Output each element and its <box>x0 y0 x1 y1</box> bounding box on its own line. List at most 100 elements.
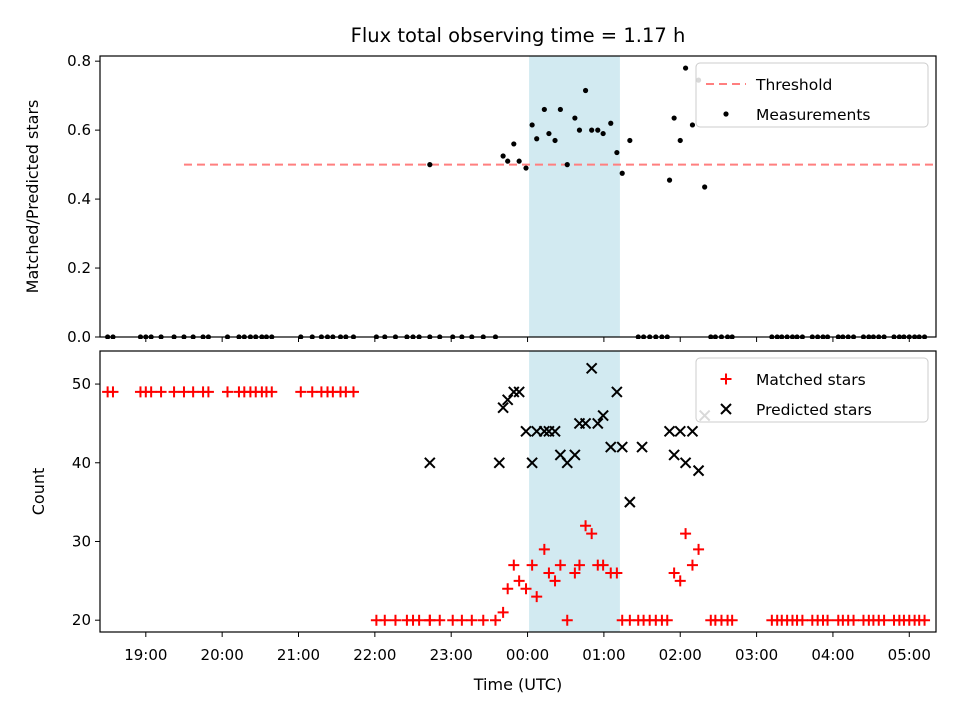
legend-predicted-label: Predicted stars <box>756 401 872 419</box>
measurement-point <box>682 65 689 71</box>
y-axis-label: Matched/Predicted stars <box>23 100 42 294</box>
predicted-star-point <box>636 441 648 453</box>
predicted-star-point <box>493 457 506 469</box>
x-tick-label: 02:00 <box>659 646 702 664</box>
x-axis-label: Time (UTC) <box>473 675 562 694</box>
measurement-point <box>582 87 589 94</box>
measurement-point <box>529 122 535 128</box>
legend-measurements-swatch <box>723 111 729 117</box>
y-tick-label: 50 <box>72 375 91 393</box>
measurement-point <box>552 137 558 144</box>
matched-star-point <box>561 614 573 626</box>
matched-star-point <box>580 520 592 532</box>
matched-star-point <box>489 614 501 626</box>
predicted-star-point <box>679 457 692 469</box>
legend-measurements-label: Measurements <box>756 106 871 124</box>
plot-marks <box>105 65 936 339</box>
y-axis-label: Count <box>29 468 48 516</box>
top-panel: 0.0 0.2 0.4 0.6 0.8 Matched/Predicted stars Th… <box>23 52 937 346</box>
matched-star-point <box>168 386 180 398</box>
matched-star-point <box>822 614 834 626</box>
x-tick-label: 03:00 <box>735 646 778 664</box>
legend-threshold-label: Threshold <box>755 76 832 94</box>
matched-star-point <box>295 386 307 398</box>
measurement-point <box>572 115 578 121</box>
predicted-star-point <box>605 441 617 453</box>
matched-star-point <box>107 386 119 398</box>
measurement-point <box>557 106 563 113</box>
legend-matched-swatch <box>720 373 732 385</box>
matched-star-point <box>379 614 391 626</box>
measurement-point <box>677 137 683 144</box>
predicted-star-point <box>538 425 551 437</box>
predicted-star-point <box>611 386 623 398</box>
matched-star-point <box>145 386 157 398</box>
measurement-point <box>546 130 552 137</box>
matched-star-point <box>466 614 478 626</box>
predicted-star-point <box>597 409 609 422</box>
matched-star-point <box>508 559 520 571</box>
predicted-star-point <box>592 417 604 430</box>
measurement-point <box>689 122 696 128</box>
matched-star-point <box>549 575 561 587</box>
y-tick-label: 30 <box>72 532 91 550</box>
measurement-point <box>671 115 677 121</box>
matched-star-point <box>919 614 931 626</box>
matched-star-point <box>434 614 446 626</box>
matched-star-point <box>674 575 686 587</box>
measurement-point <box>576 127 583 133</box>
x-tick-label: 05:00 <box>888 646 931 664</box>
measurement-point <box>608 120 614 126</box>
matched-star-point <box>222 386 233 398</box>
predicted-star-point <box>520 425 532 437</box>
matched-star-point <box>554 559 566 571</box>
matched-star-point <box>502 583 514 595</box>
measurement-point <box>523 165 529 171</box>
chart-title: Flux total observing time = 1.17 h <box>351 24 686 47</box>
matched-star-point <box>202 386 214 398</box>
bottom-panel: 20 30 40 50 19:00 20:00 21:00 22:00 23:00 00:00 01… <box>29 350 937 664</box>
plot-frame <box>99 350 937 633</box>
matched-star-point <box>668 567 680 579</box>
predicted-star-point <box>686 425 699 437</box>
x-tick-label: 04:00 <box>811 646 854 664</box>
legend-matched-label: Matched stars <box>756 371 866 389</box>
matched-star-point <box>680 528 692 540</box>
matched-star-point <box>848 614 860 626</box>
measurement-point <box>595 127 601 133</box>
matched-star-point <box>597 559 609 571</box>
matched-star-point <box>531 591 543 603</box>
matched-star-point <box>413 614 425 626</box>
predicted-star-point <box>569 449 581 461</box>
x-tick-label: 19:00 <box>124 646 167 664</box>
matched-star-point <box>573 559 585 571</box>
predicted-star-point <box>526 457 538 469</box>
measurement-point <box>541 106 547 113</box>
y-tick-label: 40 <box>72 454 91 472</box>
legend-box <box>695 357 929 423</box>
y-tick-label: 0.8 <box>67 52 91 70</box>
highlight-span <box>529 56 620 337</box>
x-tick-label: 00:00 <box>506 646 549 664</box>
matched-star-point <box>543 567 555 579</box>
plot-marks <box>102 362 931 626</box>
measurement-point <box>600 130 606 137</box>
measurement-point <box>702 184 708 190</box>
matched-star-point <box>878 614 890 626</box>
matched-star-point <box>513 575 525 587</box>
predicted-star-point <box>513 386 525 398</box>
x-tick-label: 20:00 <box>201 646 244 664</box>
matched-star-point <box>538 543 550 555</box>
matched-star-point <box>497 606 509 618</box>
matched-star-point <box>526 559 538 571</box>
matched-star-point <box>661 614 673 626</box>
predicted-star-point <box>585 362 598 375</box>
matched-star-point <box>477 614 489 626</box>
matched-star-point <box>424 614 436 626</box>
matched-star-point <box>686 559 698 571</box>
predicted-star-point <box>692 464 705 477</box>
measurement-point <box>614 149 620 156</box>
measurement-point <box>534 136 540 142</box>
matched-star-point <box>520 583 532 595</box>
